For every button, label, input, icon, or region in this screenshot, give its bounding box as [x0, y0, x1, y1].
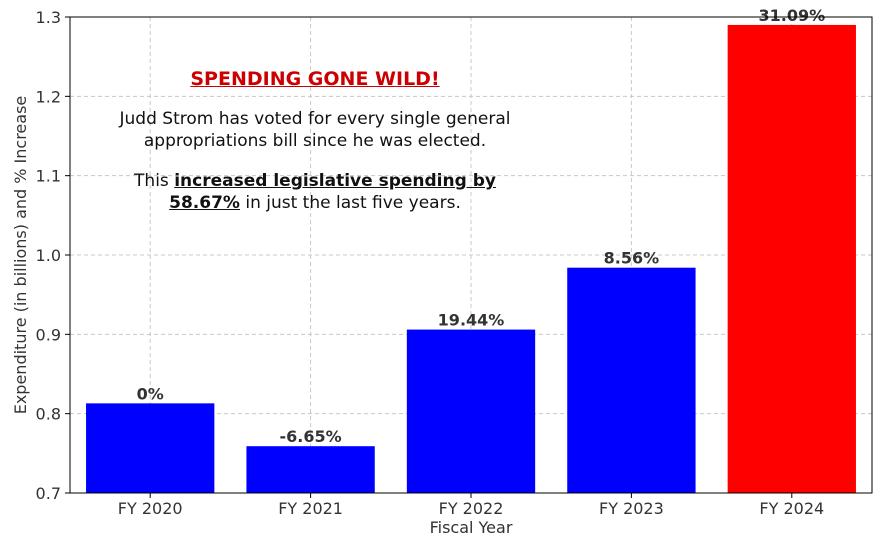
- annotation-paragraph-1: Judd Strom has voted for every single ge…: [70, 108, 560, 152]
- x-tick-label: FY 2021: [278, 499, 343, 518]
- x-axis-ticks: FY 2020 FY 2021 FY 2022 FY 2023 FY 2024: [118, 493, 824, 518]
- x-tick-label: FY 2020: [118, 499, 183, 518]
- bar-fy-2021: [246, 446, 375, 493]
- bar-labels-group: 0% -6.65% 19.44% 8.56% 31.09%: [137, 6, 826, 446]
- y-tick-label: 0.7: [36, 484, 61, 503]
- y-tick-label: 0.9: [36, 325, 61, 344]
- x-tick-label: FY 2024: [759, 499, 824, 518]
- annotation-line-1: Judd Strom has voted for every single ge…: [119, 109, 511, 129]
- bars-group: [86, 24, 856, 494]
- y-axis-label: Expenditure (in billions) and % Increase: [11, 96, 30, 415]
- bar-data-label: 19.44%: [438, 311, 505, 330]
- bar-data-label: 8.56%: [604, 249, 660, 268]
- bar-data-label: 0%: [137, 384, 164, 403]
- y-tick-label: 1.0: [36, 246, 61, 265]
- bar-fy-2022: [406, 329, 536, 493]
- bar-data-label: 31.09%: [758, 6, 825, 25]
- bar-fy-2024: [727, 24, 856, 494]
- annotation-line-3-bold: increased legislative spending by: [174, 171, 496, 191]
- annotation-line-4-post: in just the last five years.: [239, 193, 461, 213]
- y-tick-label: 1.3: [36, 8, 61, 27]
- annotation-line-2: appropriations bill since he was elected…: [143, 131, 487, 151]
- x-axis-label: Fiscal Year: [430, 518, 513, 537]
- x-tick-label: FY 2023: [599, 499, 664, 518]
- annotation-line-3-pre: This: [134, 171, 175, 191]
- y-axis-ticks: 0.7 0.8 0.9 1.0 1.1 1.2 1.3: [36, 8, 70, 503]
- y-tick-label: 1.2: [36, 87, 61, 106]
- y-tick-label: 0.8: [36, 405, 61, 424]
- annotation-line-4: 58.67% in just the last five years.: [70, 192, 560, 214]
- annotation-headline: SPENDING GONE WILD!: [190, 68, 440, 90]
- x-tick-label: FY 2022: [439, 499, 504, 518]
- y-tick-label: 1.1: [36, 167, 61, 186]
- annotation-line-4-bold: 58.67%: [169, 193, 240, 213]
- annotation-paragraph-2: This increased legislative spending by 5…: [70, 170, 560, 214]
- annotation-line-3: This increased legislative spending by: [70, 170, 560, 192]
- bar-data-label: -6.65%: [280, 427, 342, 446]
- bar-fy-2023: [567, 267, 696, 493]
- bar-fy-2020: [86, 403, 215, 493]
